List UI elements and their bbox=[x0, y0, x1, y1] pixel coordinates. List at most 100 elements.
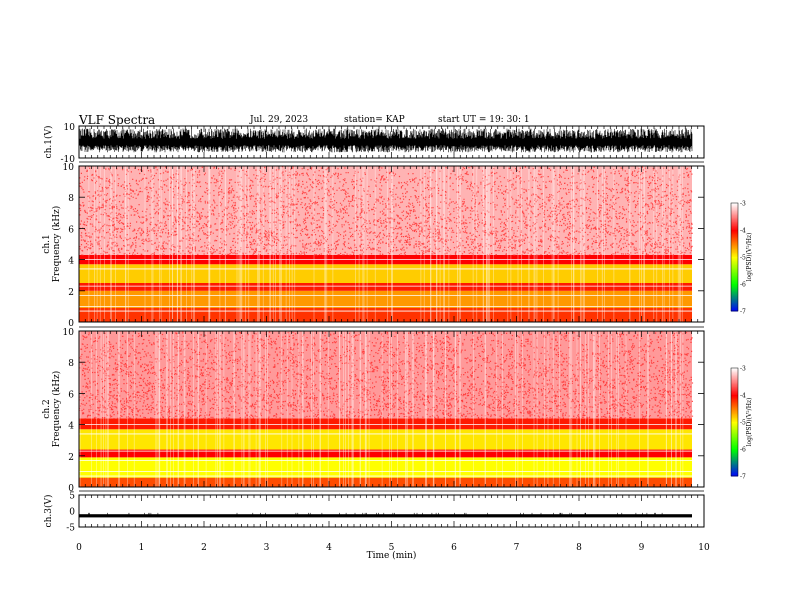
colorbar-segment bbox=[731, 223, 738, 226]
colorbar-segment bbox=[731, 438, 738, 441]
colorbar-segment bbox=[731, 457, 738, 459]
colorbar-segment bbox=[731, 450, 738, 453]
colorbar-segment bbox=[731, 442, 738, 445]
colorbar-segment bbox=[731, 293, 738, 296]
spectral-band bbox=[79, 429, 692, 450]
colorbar-tick-label: -4 bbox=[740, 393, 746, 400]
chart-title: VLF Spectra bbox=[79, 113, 156, 127]
colorbar-segment bbox=[731, 224, 738, 227]
y-tick-label: 10 bbox=[63, 163, 75, 173]
colorbar-segment bbox=[731, 416, 738, 419]
colorbar-segment bbox=[731, 242, 738, 244]
colorbar-segment bbox=[731, 257, 738, 259]
colorbar-segment bbox=[731, 462, 738, 465]
x-tick-label: 7 bbox=[514, 543, 520, 553]
colorbar-segment bbox=[731, 269, 738, 271]
colorbar-segment bbox=[731, 207, 738, 209]
colorbar-segment bbox=[731, 277, 738, 280]
colorbar-segment bbox=[731, 261, 738, 263]
colorbar-segment bbox=[731, 231, 738, 234]
colorbar-segment bbox=[731, 254, 738, 257]
x-tick-label: 9 bbox=[639, 543, 645, 553]
y-tick-label: 8 bbox=[68, 359, 74, 369]
spectral-speckle bbox=[79, 331, 694, 420]
colorbar-segment bbox=[731, 374, 738, 377]
colorbar-segment bbox=[731, 236, 738, 239]
colorbar-segment bbox=[731, 205, 738, 208]
colorbar-segment bbox=[731, 465, 738, 468]
colorbar-segment bbox=[731, 248, 738, 251]
colorbar-segment bbox=[731, 449, 738, 451]
spectral-band bbox=[79, 477, 692, 487]
colorbar-segment bbox=[731, 304, 738, 307]
colorbar-segment bbox=[731, 306, 738, 309]
colorbar-segment bbox=[731, 286, 738, 289]
colorbar-segment bbox=[731, 250, 738, 253]
colorbar-segment bbox=[731, 453, 738, 455]
colorbar-segment bbox=[731, 235, 738, 238]
colorbar-segment bbox=[731, 302, 738, 305]
colorbar-segment bbox=[731, 436, 738, 439]
spectrogram-panel-2 bbox=[79, 331, 704, 487]
colorbar-segment bbox=[731, 381, 738, 384]
colorbar-segment bbox=[731, 220, 738, 223]
colorbar-segment bbox=[731, 424, 738, 427]
start-time-label: start UT = 19: 30: 1 bbox=[438, 115, 530, 125]
y-tick-label: -5 bbox=[66, 524, 75, 534]
colorbar-segment bbox=[731, 289, 738, 292]
colorbar-segment bbox=[731, 297, 738, 300]
y-tick-label: 8 bbox=[68, 194, 74, 204]
colorbar-segment bbox=[731, 417, 738, 420]
colorbar-segment bbox=[731, 243, 738, 246]
colorbar-segment bbox=[731, 247, 738, 250]
colorbar-segment bbox=[731, 467, 738, 470]
colorbar-segment bbox=[731, 267, 738, 270]
spectral-band bbox=[79, 449, 692, 458]
ch1-waveform-trace bbox=[78, 128, 693, 153]
colorbar-segment bbox=[731, 284, 738, 286]
spectral-band bbox=[79, 418, 692, 430]
colorbar-segment bbox=[731, 378, 738, 381]
colorbar-segment bbox=[731, 471, 738, 474]
colorbar-segment bbox=[731, 393, 738, 396]
colorbar-segment bbox=[731, 262, 738, 265]
colorbar-segment bbox=[731, 271, 738, 274]
colorbar-segment bbox=[731, 308, 738, 311]
colorbar-segment bbox=[731, 203, 738, 205]
colorbar-segment bbox=[731, 439, 738, 442]
y-tick-label: 10 bbox=[63, 328, 75, 338]
colorbar-segment bbox=[731, 423, 738, 426]
colorbar-segment bbox=[731, 213, 738, 216]
colorbar-segment bbox=[731, 409, 738, 412]
colorbar-segment bbox=[731, 301, 738, 304]
y-tick-label: 0 bbox=[68, 319, 74, 329]
colorbar-segment bbox=[731, 407, 738, 409]
colorbar-segment bbox=[731, 370, 738, 373]
colorbar-segment bbox=[731, 435, 738, 438]
colorbar-segment bbox=[731, 401, 738, 404]
colorbar-segment bbox=[731, 219, 738, 222]
colorbar-segment bbox=[731, 298, 738, 301]
spectral-band bbox=[79, 457, 692, 478]
colorbar-segment bbox=[731, 382, 738, 385]
colorbar-segment bbox=[731, 263, 738, 266]
colorbar-segment bbox=[731, 288, 738, 290]
colorbar-segment bbox=[731, 274, 738, 277]
colorbar-segment bbox=[731, 390, 738, 393]
x-tick-label: 3 bbox=[264, 543, 270, 553]
colorbar-segment bbox=[731, 232, 738, 235]
colorbar-frame bbox=[730, 367, 739, 477]
y-axis-label: Frequency (kHz) bbox=[51, 206, 62, 283]
colorbar-segment bbox=[731, 305, 738, 308]
y-tick-label: 5 bbox=[69, 492, 75, 502]
colorbar-segment bbox=[731, 411, 738, 414]
colorbar-segment bbox=[731, 279, 738, 282]
colorbar-segment bbox=[731, 209, 738, 212]
x-tick-label: 5 bbox=[389, 543, 395, 553]
colorbar-segment bbox=[731, 392, 738, 395]
colorbar-segment bbox=[731, 239, 738, 242]
colorbar-segment bbox=[731, 384, 738, 387]
colorbar-segment bbox=[731, 386, 738, 389]
colorbar-tick-label: -6 bbox=[740, 447, 746, 454]
